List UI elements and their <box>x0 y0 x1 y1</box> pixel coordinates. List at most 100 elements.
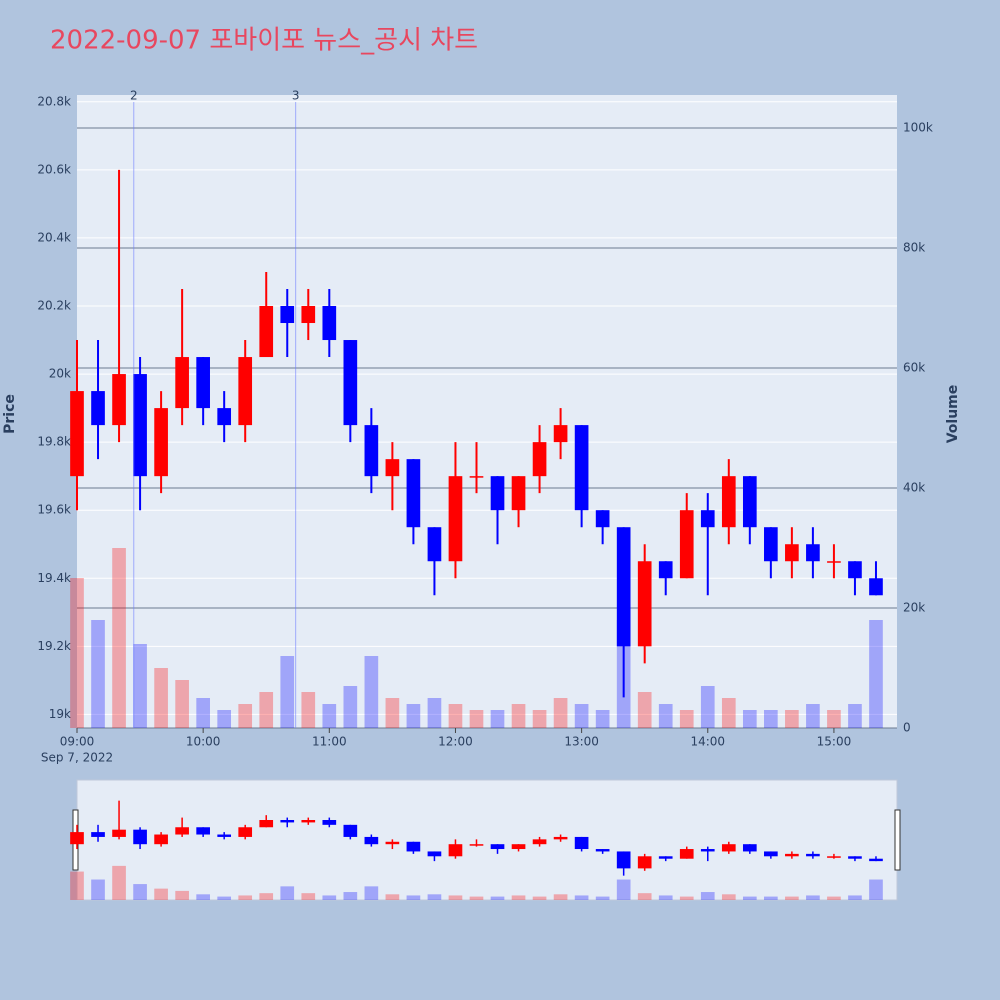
volume-bar <box>827 710 841 728</box>
y-tick-label: 19k <box>49 707 71 721</box>
candle-body <box>679 510 694 579</box>
slider-candle-body <box>343 824 358 837</box>
volume-bar <box>742 710 757 728</box>
slider-volume-bar <box>154 888 168 900</box>
volume-bar <box>301 692 316 728</box>
slider-candle-body <box>490 844 505 850</box>
y2-tick-label: 60k <box>903 361 925 375</box>
volume-bar <box>511 704 526 728</box>
candle-body <box>448 476 463 562</box>
candle-body <box>574 425 589 511</box>
volume-bar <box>217 710 232 728</box>
y2-tick-label: 40k <box>903 481 925 495</box>
slider-candle-body <box>574 836 589 850</box>
candle-body <box>238 357 253 426</box>
annotation-label: 2 <box>130 89 138 103</box>
candle-body <box>259 306 274 358</box>
slider-candle-body <box>658 856 673 859</box>
slider-candle-body <box>301 820 316 823</box>
volume-bar <box>448 704 463 728</box>
slider-candle-body <box>848 856 862 859</box>
candle-body <box>133 374 147 477</box>
volume-bar <box>469 710 484 728</box>
candle-body <box>154 408 168 477</box>
chart-title: 2022-09-07 포바이포 뉴스_공시 차트 <box>50 26 478 56</box>
candle-body <box>364 425 379 477</box>
slider-volume-bar <box>532 896 547 900</box>
candle-body <box>511 476 526 511</box>
slider-candle-body <box>616 851 631 869</box>
slider-volume-bar <box>616 879 631 900</box>
slider-volume-bar <box>112 865 126 900</box>
slider-volume-bar <box>385 894 400 900</box>
slider-volume-bar <box>679 896 694 900</box>
y-tick-label: 19.2k <box>37 639 71 653</box>
candle-body <box>658 561 673 579</box>
slider-volume-bar <box>91 879 105 900</box>
slider-candle-body <box>259 820 274 828</box>
x-tick-label: 14:00 <box>690 735 725 749</box>
volume-bar <box>343 686 358 728</box>
slider-candle-body <box>217 834 232 837</box>
volume-bar <box>322 704 337 728</box>
slider-volume-bar <box>217 896 232 900</box>
candle-body <box>553 425 568 443</box>
slider-volume-bar <box>764 896 778 900</box>
volume-bar <box>848 704 862 728</box>
slider-candle-body <box>385 841 400 845</box>
slider-volume-bar <box>364 886 379 900</box>
volume-bar <box>238 704 253 728</box>
x-tick-label: 09:00 <box>60 735 95 749</box>
x-tick-label: 11:00 <box>312 735 347 749</box>
candle-body <box>301 306 316 324</box>
slider-candle-body <box>469 844 484 846</box>
volume-bar <box>700 686 715 728</box>
x-date-label: Sep 7, 2022 <box>41 751 113 765</box>
slider-candle-body <box>154 834 168 845</box>
slider-candle-body <box>91 832 105 837</box>
volume-bar <box>364 656 379 728</box>
volume-bar <box>595 710 610 728</box>
y2-tick-label: 0 <box>903 721 911 735</box>
y-tick-label: 20k <box>49 367 71 381</box>
volume-bar <box>259 692 274 728</box>
volume-bar <box>679 710 694 728</box>
y2-tick-label: 20k <box>903 601 925 615</box>
candle-body <box>91 391 105 426</box>
slider-volume-bar <box>133 884 147 900</box>
slider-candle-body <box>827 856 841 858</box>
volume-bar <box>637 692 652 728</box>
candle-body <box>427 527 442 562</box>
slider-candle-body <box>448 844 463 857</box>
volume-bar <box>532 710 547 728</box>
slider-volume-bar <box>448 895 463 900</box>
slider-volume-bar <box>806 895 820 900</box>
candle-body <box>406 459 421 528</box>
slider-candle-body <box>742 844 757 852</box>
volume-bar <box>427 698 442 728</box>
x-tick-label: 13:00 <box>564 735 599 749</box>
slider-candle-body <box>511 844 526 850</box>
y-tick-label: 20.8k <box>37 94 71 108</box>
slider-volume-bar <box>869 879 883 900</box>
volume-bar <box>806 704 820 728</box>
volume-bar <box>658 704 673 728</box>
slider-handle[interactable] <box>894 809 901 871</box>
candle-body <box>595 510 610 528</box>
y-tick-label: 19.8k <box>37 435 71 449</box>
candle-body <box>196 357 210 409</box>
candle-body <box>469 476 484 478</box>
slider-volume-bar <box>827 896 841 900</box>
slider-volume-bar <box>511 895 526 900</box>
slider-candle-body <box>721 844 736 852</box>
candle-body <box>742 476 757 528</box>
volume-bar <box>406 704 421 728</box>
volume-bar <box>785 710 799 728</box>
range-slider[interactable] <box>76 779 898 901</box>
slider-volume-bar <box>595 896 610 900</box>
candle-body <box>343 340 358 426</box>
slider-candle-body <box>700 849 715 852</box>
volume-bar <box>280 656 295 728</box>
plot-area <box>77 95 897 728</box>
